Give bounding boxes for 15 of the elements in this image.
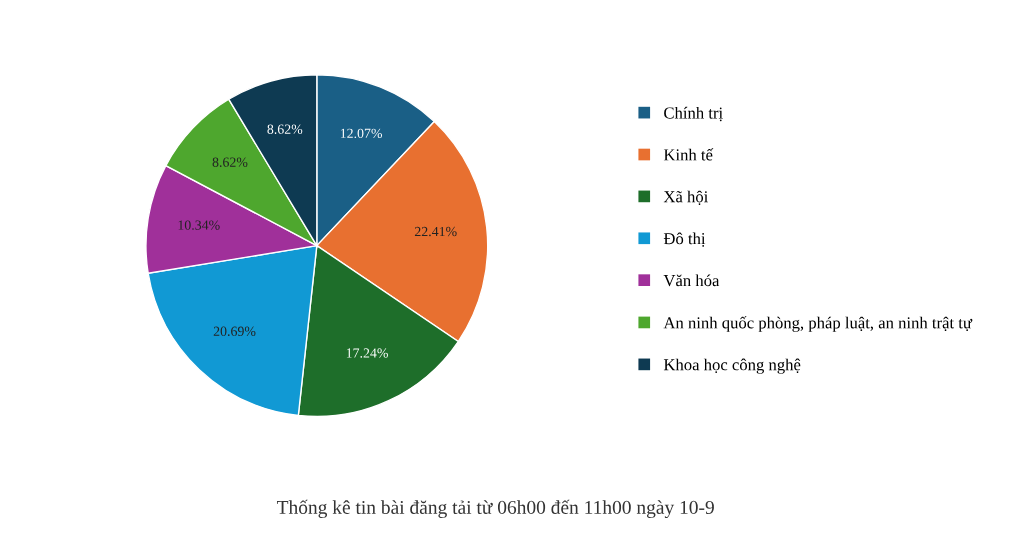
legend-label: Chính trị xyxy=(664,106,723,122)
legend-label: Xã hội xyxy=(663,190,708,205)
data-label: 17.24% xyxy=(346,348,388,358)
legend-label: Kinh tế xyxy=(663,148,714,161)
legend-label: An ninh quốc phòng, pháp luật, an ninh trật tự xyxy=(663,316,973,332)
legend-label: Khoa học công nghệ xyxy=(663,358,801,374)
data-label: 8.62% xyxy=(267,124,303,134)
data-label: 10.34% xyxy=(178,220,220,230)
legend-label: Đô thị xyxy=(663,232,706,247)
data-label: 22.41% xyxy=(414,226,457,237)
data-label: 20.69% xyxy=(213,326,256,337)
data-label: 12.07% xyxy=(340,128,383,139)
data-label: 8.62% xyxy=(212,157,248,167)
text: Thống kê tin bài đăng tải từ 06h00 đến 11h00 ngày 10-9 xyxy=(276,499,714,518)
legend-label: Văn hóa xyxy=(663,274,720,287)
